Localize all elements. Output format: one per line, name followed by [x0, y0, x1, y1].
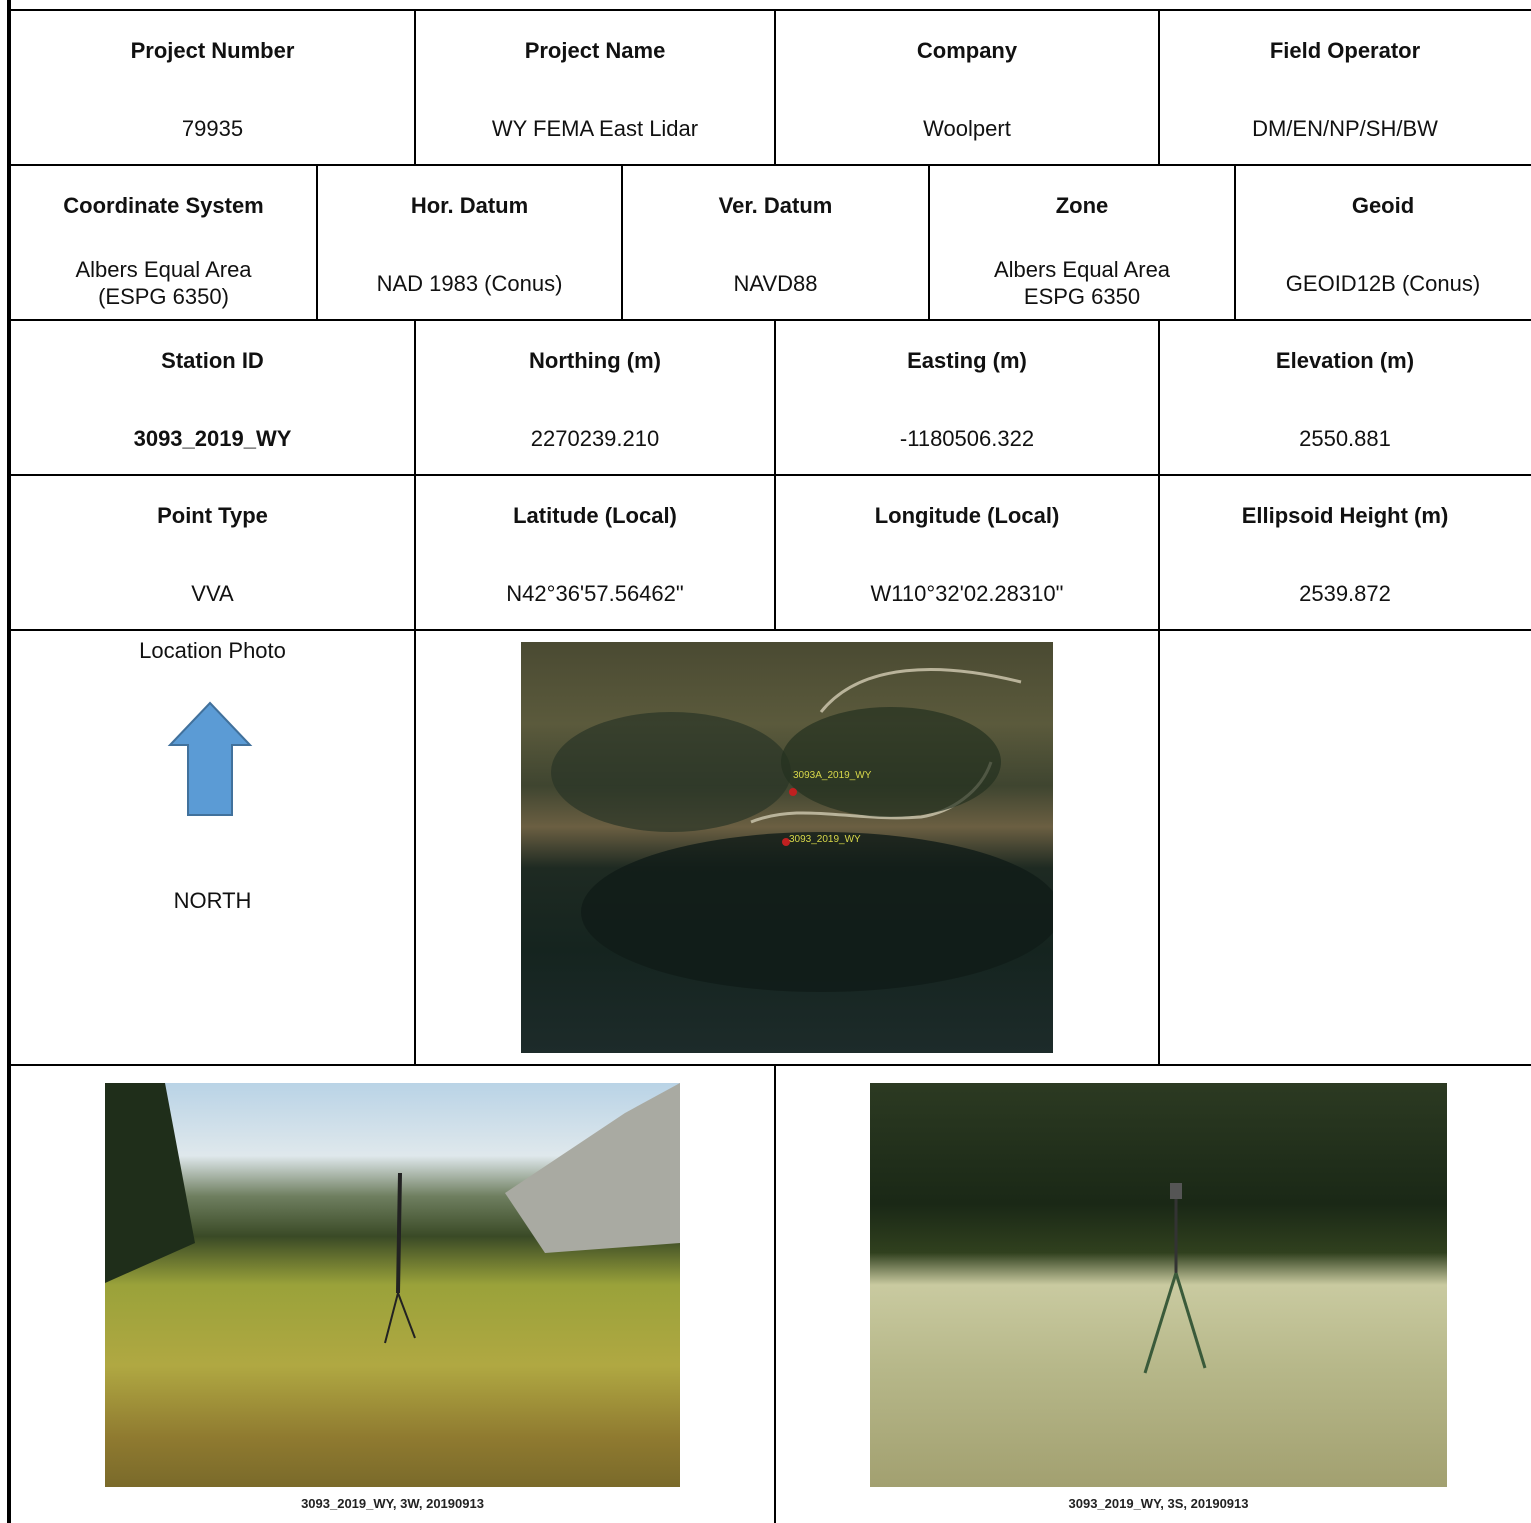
field-value: GEOID12B (Conus) — [1285, 270, 1481, 296]
field-value: 2270239.210 — [530, 425, 660, 451]
field-value: WY FEMA East Lidar — [491, 115, 699, 141]
field-value: 79935 — [181, 115, 244, 141]
column-header: Station ID — [161, 347, 264, 373]
rule — [621, 165, 623, 320]
field-value: VVA — [191, 580, 234, 606]
column-header: Hor. Datum — [410, 192, 529, 218]
rule — [414, 10, 416, 165]
rule — [1158, 475, 1160, 630]
rule — [10, 164, 1531, 166]
rule — [774, 320, 776, 475]
rule — [774, 10, 776, 165]
location-label: Location Photo — [139, 637, 286, 663]
column-header: Northing (m) — [529, 347, 661, 373]
rule — [10, 474, 1531, 476]
rule — [774, 1065, 776, 1523]
column-header: Easting (m) — [907, 347, 1027, 373]
rule — [414, 630, 416, 1065]
column-header: Point Type — [157, 502, 268, 528]
rule — [1234, 165, 1236, 320]
column-header: Longitude (Local) — [874, 502, 1060, 528]
rule — [10, 1064, 1531, 1066]
site-photo — [105, 1083, 680, 1487]
field-value: Albers Equal Area (ESPG 6350) — [75, 257, 252, 309]
field-value: W110°32'02.28310" — [870, 580, 1064, 606]
column-header: Project Number — [130, 37, 295, 63]
field-value: NAD 1983 (Conus) — [376, 270, 563, 296]
rule — [414, 320, 416, 475]
north-arrow — [167, 701, 253, 816]
rule — [414, 475, 416, 630]
field-value: Albers Equal Area ESPG 6350 — [993, 257, 1171, 309]
rule — [10, 629, 1531, 631]
site-photo — [870, 1083, 1447, 1487]
field-value: 3093_2019_WY — [133, 425, 292, 451]
rule — [10, 9, 1531, 11]
rule — [316, 165, 318, 320]
field-value: NAVD88 — [733, 270, 818, 296]
map-label: 3093_2019_WY — [789, 834, 861, 845]
map-label: 3093A_2019_WY — [793, 770, 872, 781]
field-value: DM/EN/NP/SH/BW — [1252, 115, 1438, 141]
column-header: Elevation (m) — [1275, 347, 1415, 373]
column-header: Field Operator — [1269, 37, 1421, 63]
photo-caption: 3093_2019_WY, 3S, 20190913 — [1068, 1496, 1249, 1511]
column-header: Ellipsoid Height (m) — [1241, 502, 1449, 528]
photo-caption: 3093_2019_WY, 3W, 20190913 — [301, 1496, 484, 1511]
field-value: 2539.872 — [1299, 580, 1391, 606]
aerial-map: 3093A_2019_WY 3093_2019_WY — [521, 642, 1053, 1053]
column-header: Zone — [1055, 192, 1109, 218]
field-value: Woolpert — [923, 115, 1011, 141]
column-header: Coordinate System — [63, 192, 264, 218]
column-header: Latitude (Local) — [513, 502, 677, 528]
rule — [928, 165, 930, 320]
column-header: Ver. Datum — [718, 192, 833, 218]
column-header: Company — [916, 37, 1018, 63]
left-border — [7, 0, 11, 1523]
field-value: 2550.881 — [1299, 425, 1391, 451]
rule — [774, 475, 776, 630]
field-value: N42°36'57.56462" — [506, 580, 684, 606]
rule — [10, 319, 1531, 321]
north-label: NORTH — [173, 887, 252, 913]
column-header: Project Name — [524, 37, 666, 63]
rule — [1158, 10, 1160, 165]
rule — [1158, 630, 1160, 1065]
rule — [1158, 320, 1160, 475]
column-header: Geoid — [1351, 192, 1415, 218]
field-value: -1180506.322 — [899, 425, 1035, 451]
